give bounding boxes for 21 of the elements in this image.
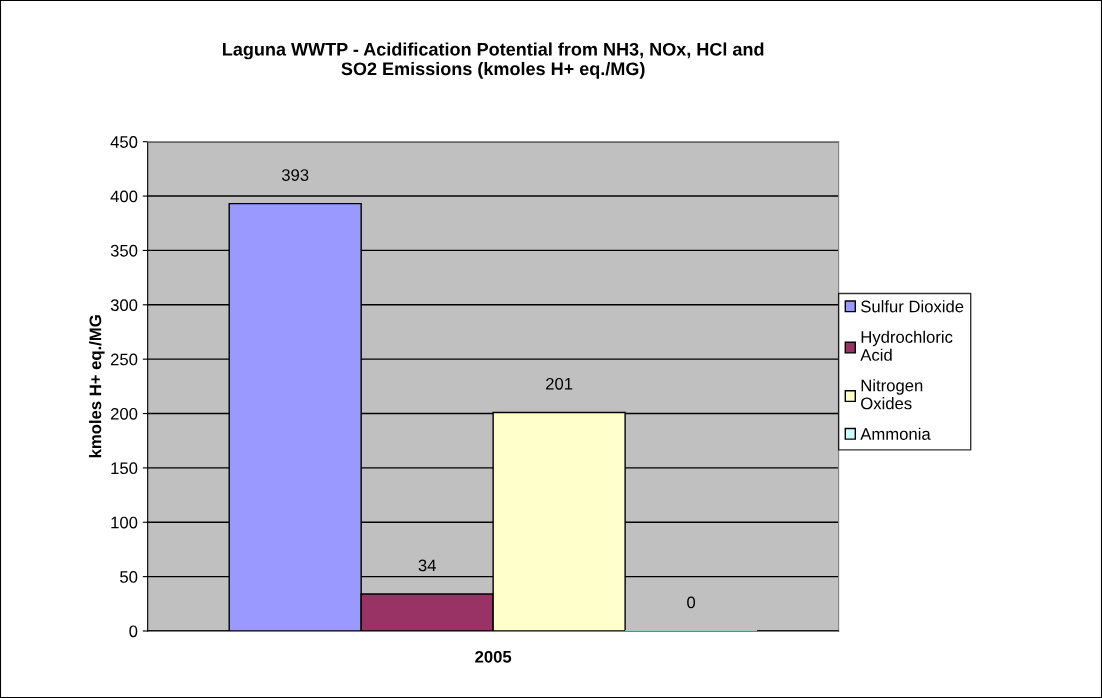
data-label: 34 xyxy=(418,559,436,572)
legend-label: Ammonia xyxy=(860,427,931,440)
y-tick-label: 400 xyxy=(110,190,138,203)
y-tick-label: 0 xyxy=(129,625,138,638)
data-label: 0 xyxy=(687,596,696,609)
y-tick-label: 150 xyxy=(111,462,138,475)
y-tick-label: 450 xyxy=(110,136,138,148)
y-tick-label: 50 xyxy=(120,571,138,583)
y-axis-title: kmoles H+ eq./MG xyxy=(89,315,105,458)
y-tick-label: 300 xyxy=(110,299,138,311)
legend-label: Nitrogen Oxides xyxy=(861,379,923,410)
y-tick-label: 250 xyxy=(110,353,138,366)
y-tick-label: 100 xyxy=(111,516,138,529)
y-tick-label: 200 xyxy=(110,407,138,420)
legend-label: Hydrochloric Acid xyxy=(860,330,953,361)
y-tick-label: 350 xyxy=(110,244,138,257)
data-label: 201 xyxy=(546,377,573,390)
x-tick-label: 2005 xyxy=(475,650,512,663)
chart-title: Laguna WWTP - Acidification Potential from NH3, NOx, HCl and SO2 Emissions (kmoles H+ eq./MG) xyxy=(223,42,764,79)
legend-label: Sulfur Dioxide xyxy=(861,300,964,313)
data-label: 393 xyxy=(281,169,309,181)
